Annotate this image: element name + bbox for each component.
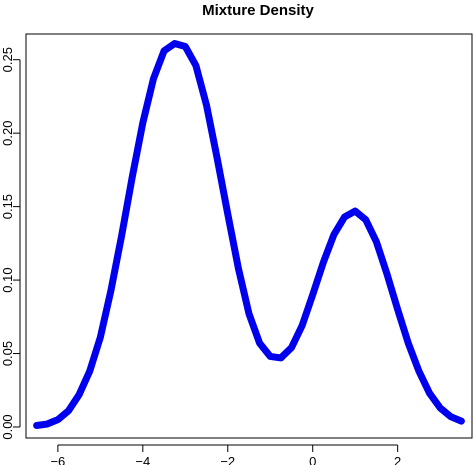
plot-area — [33, 40, 465, 430]
x-tick-label: −2 — [220, 454, 235, 465]
axes: −6 −4 −2 0 2 0.00 0.05 0.10 0.15 0.20 0.25 — [0, 33, 473, 465]
x-tick-label: 2 — [394, 454, 401, 465]
y-tick-label: 0.15 — [0, 194, 15, 219]
y-tick-label: 0.05 — [0, 341, 15, 366]
y-tick-label: 0.10 — [0, 267, 15, 292]
x-tick-label: 0 — [309, 454, 316, 465]
y-tick-label: 0.25 — [0, 47, 15, 72]
plot-frame — [25, 33, 473, 439]
y-tick-label: 0.20 — [0, 121, 15, 146]
x-tick-label: −6 — [50, 454, 65, 465]
density-line-0 — [33, 40, 465, 430]
chart-title: Mixture Density — [202, 2, 314, 19]
x-tick-label: −4 — [135, 454, 150, 465]
y-tick-label: 0.00 — [0, 414, 15, 439]
